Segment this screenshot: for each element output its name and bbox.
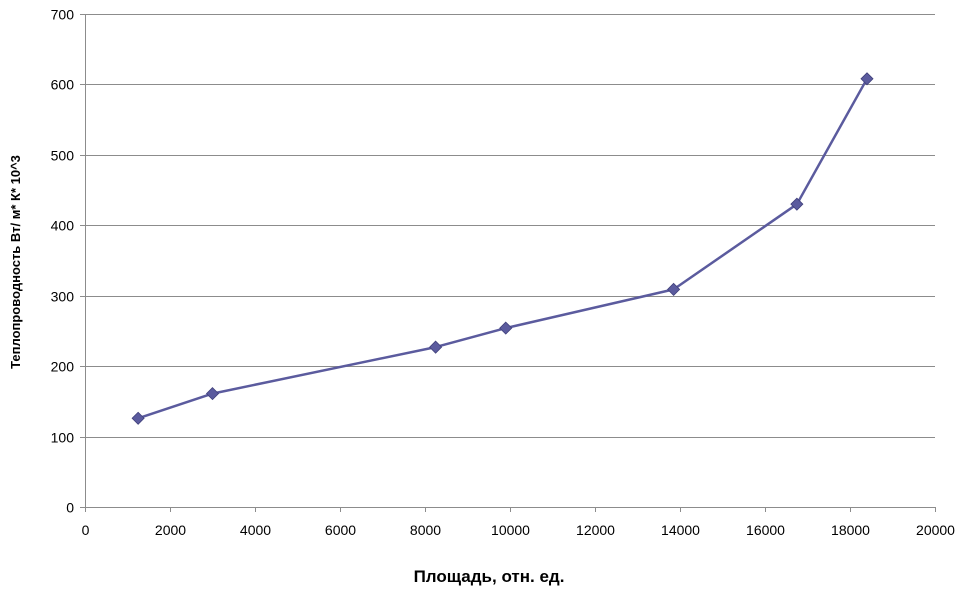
series (131, 72, 874, 425)
y-tick-label: 400 (51, 218, 75, 234)
data-point-marker (860, 72, 874, 86)
x-axis-title: Площадь, отн. ед. (414, 567, 565, 586)
x-tick-label: 10000 (491, 522, 530, 538)
x-tick-label: 8000 (410, 522, 441, 538)
y-tick-label: 100 (51, 430, 75, 446)
data-point-marker (667, 282, 681, 296)
x-tick-label: 0 (82, 522, 90, 538)
data-point-marker (205, 387, 220, 401)
data-point-marker (499, 321, 513, 335)
data-point-marker (790, 197, 804, 211)
x-tick-label: 6000 (325, 522, 356, 538)
tick-labels: 0 100 200 300 400 500 600 700 0 2000 4000 6000 8000 1… (51, 7, 956, 539)
axes (80, 14, 936, 512)
y-tick-label: 200 (51, 359, 75, 375)
x-tick-label: 12000 (576, 522, 615, 538)
series-line (137, 78, 869, 420)
gridlines (85, 14, 935, 438)
y-tick-label: 0 (66, 500, 74, 516)
data-point-marker (131, 411, 145, 425)
x-tick-label: 20000 (916, 522, 955, 538)
x-tick-label: 16000 (746, 522, 785, 538)
x-tick-label: 18000 (831, 522, 870, 538)
y-tick-label: 700 (51, 7, 75, 23)
x-tick-label: 14000 (661, 522, 700, 538)
x-tick-label: 4000 (240, 522, 271, 538)
data-point-marker (429, 340, 443, 354)
y-tick-label: 500 (51, 148, 75, 164)
y-axis-title: Теплопроводность Вт/ м* К* 10^3 (8, 155, 23, 369)
y-tick-label: 600 (51, 77, 75, 93)
x-tick-label: 2000 (155, 522, 186, 538)
y-tick-label: 300 (51, 289, 75, 305)
